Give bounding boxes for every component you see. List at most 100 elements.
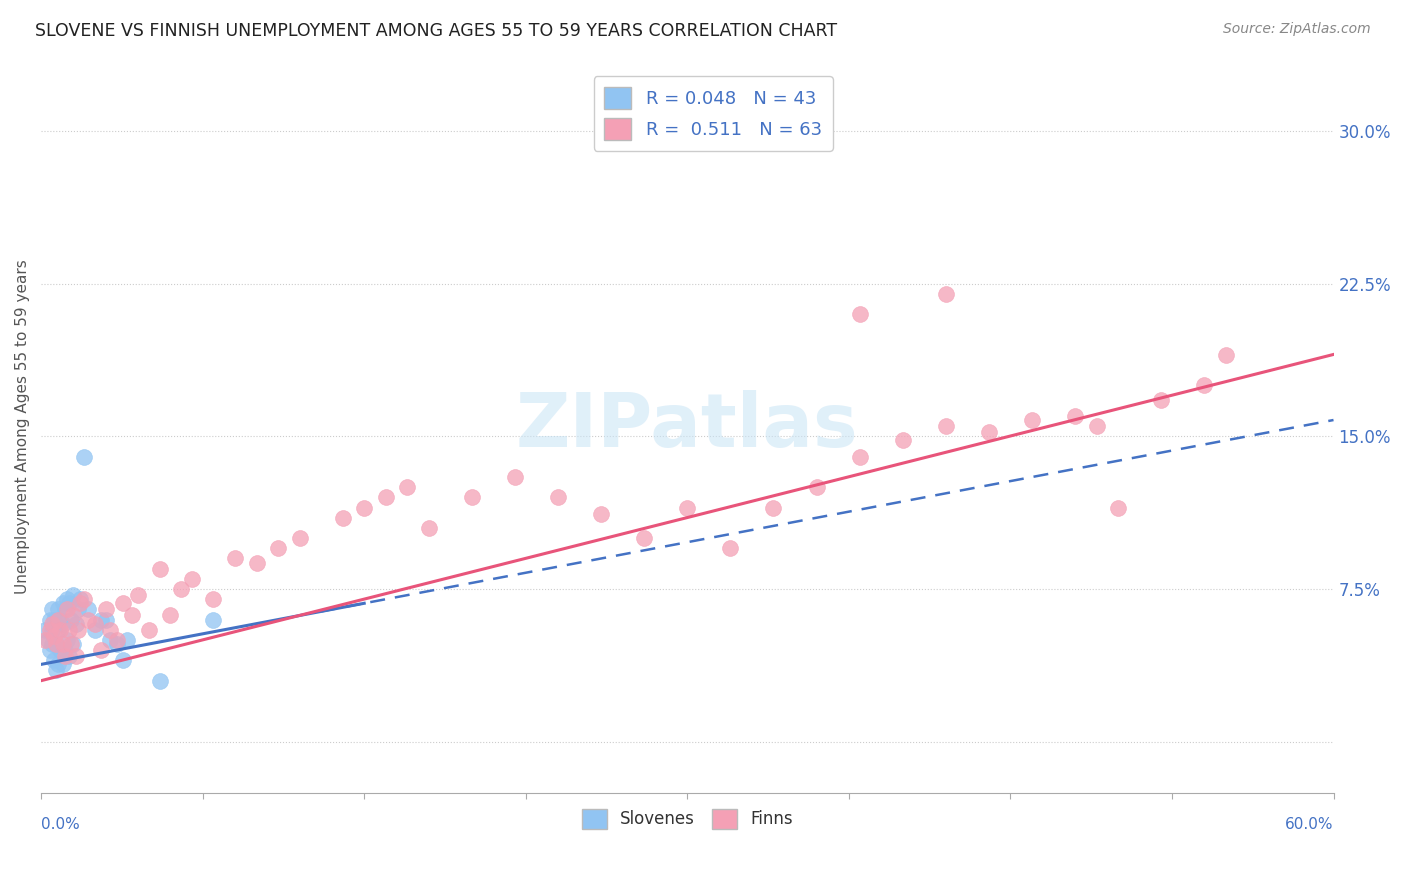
Point	[90, 643, 112, 657]
Point	[62, 637, 84, 651]
Point	[77, 613, 100, 627]
Point	[49, 613, 72, 627]
Point	[1021, 413, 1043, 427]
Point	[111, 653, 134, 667]
Point	[52, 637, 75, 651]
Point	[288, 531, 311, 545]
Point	[105, 637, 128, 651]
Point	[69, 592, 91, 607]
Point	[65, 616, 87, 631]
Point	[159, 608, 181, 623]
Point	[353, 500, 375, 515]
Point	[977, 425, 1000, 440]
Point	[138, 623, 160, 637]
Point	[42, 629, 65, 643]
Point	[935, 419, 957, 434]
Point	[105, 632, 128, 647]
Point	[41, 602, 63, 616]
Point	[52, 616, 75, 631]
Point	[806, 480, 828, 494]
Point	[42, 653, 65, 667]
Point	[52, 596, 75, 610]
Point	[45, 637, 67, 651]
Point	[41, 623, 63, 637]
Point	[762, 500, 785, 515]
Point	[46, 602, 69, 616]
Point	[267, 541, 290, 556]
Point	[127, 588, 149, 602]
Point	[41, 616, 63, 631]
Text: 60.0%: 60.0%	[1285, 817, 1333, 832]
Point	[65, 649, 87, 664]
Point	[224, 551, 246, 566]
Point	[41, 637, 63, 651]
Point	[56, 602, 79, 616]
Point	[1215, 348, 1237, 362]
Point	[84, 623, 107, 637]
Point	[94, 613, 117, 627]
Point	[34, 632, 56, 647]
Point	[149, 562, 172, 576]
Point	[60, 637, 83, 651]
Point	[46, 613, 69, 627]
Point	[117, 632, 139, 647]
Point	[633, 531, 655, 545]
Point	[73, 592, 96, 607]
Point	[62, 608, 84, 623]
Point	[935, 286, 957, 301]
Point	[60, 613, 83, 627]
Point	[202, 613, 225, 627]
Point	[170, 582, 193, 596]
Point	[676, 500, 699, 515]
Point	[1107, 500, 1129, 515]
Text: 0.0%: 0.0%	[41, 817, 80, 832]
Point	[149, 673, 172, 688]
Point	[46, 623, 69, 637]
Point	[45, 664, 67, 678]
Point	[891, 434, 914, 448]
Point	[45, 637, 67, 651]
Point	[1150, 392, 1173, 407]
Point	[180, 572, 202, 586]
Point	[58, 623, 80, 637]
Point	[1194, 378, 1216, 392]
Point	[90, 613, 112, 627]
Point	[52, 657, 75, 672]
Point	[46, 657, 69, 672]
Point	[49, 643, 72, 657]
Point	[98, 632, 121, 647]
Point	[461, 491, 484, 505]
Point	[53, 649, 76, 664]
Point	[62, 588, 84, 602]
Point	[53, 643, 76, 657]
Point	[66, 623, 89, 637]
Point	[42, 613, 65, 627]
Point	[69, 596, 91, 610]
Point	[202, 592, 225, 607]
Point	[503, 470, 526, 484]
Point	[58, 596, 80, 610]
Point	[37, 632, 59, 647]
Point	[848, 450, 870, 464]
Point	[718, 541, 741, 556]
Point	[34, 623, 56, 637]
Point	[49, 623, 72, 637]
Point	[58, 649, 80, 664]
Point	[38, 623, 60, 637]
Point	[45, 616, 67, 631]
Point	[1064, 409, 1087, 423]
Point	[66, 602, 89, 616]
Text: ZIPatlas: ZIPatlas	[516, 390, 859, 463]
Point	[848, 307, 870, 321]
Point	[38, 613, 60, 627]
Legend: Slovenes, Finns: Slovenes, Finns	[575, 802, 800, 836]
Point	[77, 602, 100, 616]
Point	[56, 592, 79, 607]
Point	[111, 596, 134, 610]
Point	[38, 643, 60, 657]
Point	[56, 632, 79, 647]
Point	[84, 616, 107, 631]
Point	[98, 623, 121, 637]
Point	[1085, 419, 1108, 434]
Point	[332, 510, 354, 524]
